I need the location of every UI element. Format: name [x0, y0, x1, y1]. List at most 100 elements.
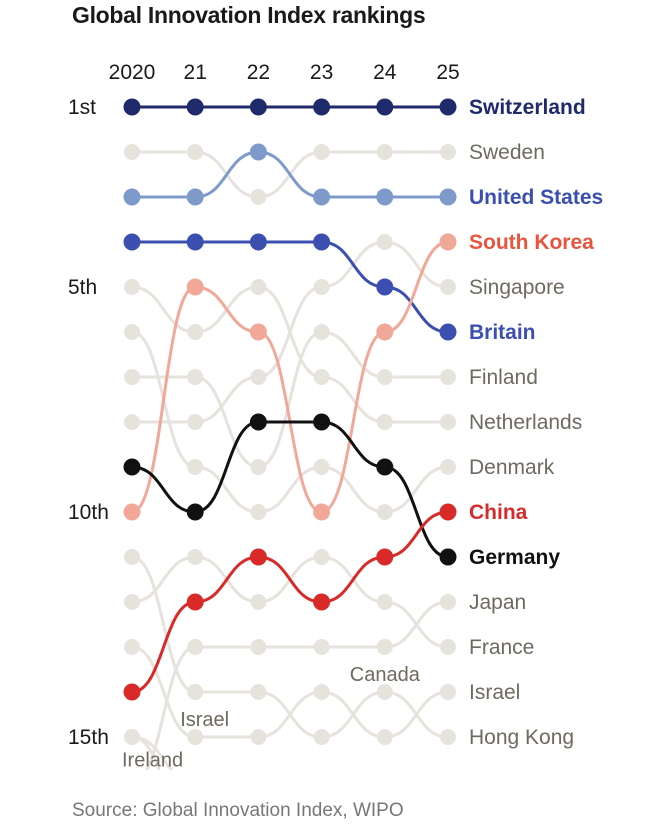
point-finland-25 — [440, 369, 456, 385]
source-note: Source: Global Innovation Index, WIPO — [72, 800, 404, 821]
point-china-21 — [186, 593, 204, 611]
point-germany-25 — [439, 548, 457, 566]
end-label-israel: Israel — [469, 681, 520, 704]
background-lines — [131, 150, 449, 770]
point-france-22 — [250, 594, 267, 610]
end-labels: Switzerland Sweden United States South Kore… — [469, 96, 603, 749]
point-hong-kong-22 — [250, 684, 267, 700]
point-hong-kong-21 — [187, 684, 204, 700]
point-china-22 — [249, 548, 267, 566]
point-france-25 — [440, 639, 456, 655]
series-line-united-states — [132, 150, 448, 199]
point-united-states-24 — [376, 188, 394, 206]
point-netherlands-24 — [376, 414, 393, 430]
year-axis: 2020 21 22 23 24 25 — [109, 61, 460, 84]
point-singapore-2020 — [124, 414, 140, 430]
point-israel-25 — [440, 684, 456, 700]
point-netherlands-21 — [187, 324, 204, 340]
end-label-hong-kong: Hong Kong — [469, 726, 574, 749]
end-label-germany: Germany — [469, 546, 560, 569]
end-label-sweden: Sweden — [469, 141, 545, 164]
point-germany-21 — [186, 503, 204, 521]
point-sweden-21 — [187, 144, 204, 160]
point-china-2020 — [123, 683, 141, 701]
point-netherlands-22 — [250, 279, 267, 295]
point-south-korea-22 — [249, 323, 267, 341]
point-switzerland-22 — [249, 98, 267, 116]
point-canada-21 — [187, 774, 203, 790]
point-finland-23 — [313, 324, 330, 340]
point-germany-2020 — [123, 458, 141, 476]
end-label-united-states: United States — [469, 186, 603, 209]
point-israel-2020 — [124, 639, 140, 655]
year-label-24: 24 — [373, 61, 397, 84]
point-united-states-21 — [186, 188, 204, 206]
point-japan-21 — [187, 639, 204, 655]
point-south-korea-24 — [376, 323, 394, 341]
point-netherlands-25 — [440, 414, 456, 430]
point-france-24 — [376, 594, 393, 610]
point-sweden-23 — [313, 144, 330, 160]
year-label-23: 23 — [310, 61, 333, 84]
point-ireland-2020 — [124, 729, 140, 745]
highlight-dots — [123, 98, 457, 701]
point-switzerland-21 — [186, 98, 204, 116]
point-united-states-2020 — [123, 188, 141, 206]
point-germany-24 — [376, 458, 394, 476]
end-label-netherlands: Netherlands — [469, 411, 582, 434]
rank-label-15th: 15th — [68, 726, 109, 749]
point-netherlands-2020 — [124, 279, 140, 295]
end-label-switzerland: Switzerland — [469, 96, 586, 119]
point-denmark-25 — [440, 459, 456, 475]
point-france-21 — [187, 549, 204, 565]
point-finland-2020 — [124, 369, 140, 385]
point-japan-24 — [376, 639, 393, 655]
point-south-korea-25 — [439, 233, 457, 251]
end-label-france: France — [469, 636, 534, 659]
point-finland-24 — [376, 369, 393, 385]
point-denmark-22 — [250, 504, 267, 520]
point-united-states-23 — [313, 188, 331, 206]
year-label-22: 22 — [247, 61, 270, 84]
point-canada-25 — [440, 774, 456, 790]
point-denmark-24 — [376, 504, 393, 520]
point-germany-23 — [313, 413, 331, 431]
point-denmark-23 — [313, 459, 330, 475]
series-line-finland — [132, 330, 448, 469]
point-netherlands-23 — [313, 369, 330, 385]
point-china-23 — [313, 593, 331, 611]
point-israel-24 — [376, 729, 393, 745]
point-britain-2020 — [123, 233, 141, 251]
point-japan-22 — [250, 639, 267, 655]
end-label-japan: Japan — [469, 591, 526, 614]
year-label-25: 25 — [436, 61, 459, 84]
point-singapore-22 — [250, 369, 267, 385]
point-hong-kong-2020 — [124, 549, 140, 565]
background-dots — [124, 144, 456, 790]
point-britain-25 — [439, 323, 457, 341]
chart-title: Global Innovation Index rankings — [72, 2, 426, 28]
point-canada-23 — [314, 774, 330, 790]
annotation-israel: Israel — [180, 709, 229, 731]
point-sweden-2020 — [124, 144, 140, 160]
point-singapore-21 — [187, 414, 204, 430]
rank-label-10th: 10th — [68, 501, 109, 524]
point-south-korea-23 — [313, 503, 331, 521]
point-hong-kong-24 — [376, 684, 393, 700]
point-singapore-24 — [376, 234, 393, 250]
end-label-singapore: Singapore — [469, 276, 565, 299]
end-label-britain: Britain — [469, 321, 536, 344]
point-israel-23 — [313, 684, 330, 700]
end-label-china: China — [469, 501, 528, 524]
annotation-ireland: Ireland — [122, 750, 183, 772]
point-finland-21 — [187, 369, 204, 385]
point-hong-kong-23 — [313, 729, 330, 745]
series-line-britain — [131, 240, 449, 334]
point-switzerland-25 — [439, 98, 457, 116]
point-switzerland-23 — [313, 98, 331, 116]
point-united-states-25 — [439, 188, 457, 206]
series-line-japan — [144, 600, 449, 770]
point-sweden-25 — [440, 144, 456, 160]
point-sweden-22 — [250, 189, 267, 205]
year-label-2020: 2020 — [109, 61, 156, 84]
